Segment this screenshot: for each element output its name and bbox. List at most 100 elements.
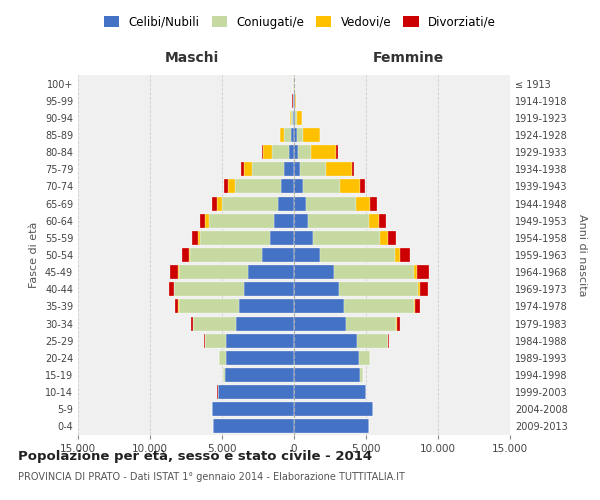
Bar (272, 145, 289, 159)
Bar (281, 180, 294, 194)
Bar (313, 231, 380, 245)
Bar (294, 94, 295, 108)
Bar (346, 316, 396, 330)
Bar (219, 351, 226, 365)
Bar (214, 420, 294, 434)
Bar (294, 368, 360, 382)
Bar (388, 334, 389, 347)
Bar (397, 316, 400, 330)
Bar (356, 196, 370, 210)
Text: Popolazione per età, sesso e stato civile - 2014: Popolazione per età, sesso e stato civil… (18, 450, 372, 463)
Bar (297, 128, 302, 142)
Bar (308, 214, 369, 228)
Bar (420, 282, 428, 296)
Bar (212, 196, 217, 210)
Bar (358, 334, 388, 347)
Bar (360, 368, 363, 382)
Bar (224, 180, 228, 194)
Bar (294, 196, 305, 210)
Bar (388, 231, 396, 245)
Bar (294, 128, 297, 142)
Bar (294, 300, 344, 314)
Y-axis label: Fasce di età: Fasce di età (29, 222, 39, 288)
Bar (320, 248, 395, 262)
Bar (222, 196, 278, 210)
Bar (280, 128, 284, 142)
Bar (175, 282, 244, 296)
Bar (175, 300, 178, 314)
Bar (179, 300, 239, 314)
Bar (344, 300, 413, 314)
Bar (369, 214, 379, 228)
Bar (248, 265, 294, 279)
Bar (295, 111, 296, 125)
Bar (294, 248, 320, 262)
Bar (228, 180, 235, 194)
Bar (294, 111, 295, 125)
Bar (400, 248, 410, 262)
Bar (296, 111, 302, 125)
Bar (300, 162, 326, 176)
Bar (205, 214, 209, 228)
Bar (212, 402, 294, 416)
Bar (190, 248, 262, 262)
Bar (200, 214, 205, 228)
Bar (294, 316, 346, 330)
Bar (302, 128, 320, 142)
Bar (305, 196, 356, 210)
Bar (395, 248, 400, 262)
Bar (209, 214, 274, 228)
Bar (191, 316, 193, 330)
Text: Femmine: Femmine (373, 51, 443, 65)
Bar (205, 334, 226, 347)
Bar (262, 248, 294, 262)
Bar (291, 111, 293, 125)
Bar (290, 111, 291, 125)
Bar (294, 180, 302, 194)
Y-axis label: Anni di nascita: Anni di nascita (577, 214, 587, 296)
Bar (235, 180, 281, 194)
Bar (360, 180, 365, 194)
Bar (302, 180, 340, 194)
Bar (413, 265, 417, 279)
Bar (244, 162, 252, 176)
Bar (263, 145, 272, 159)
Bar (244, 282, 294, 296)
Bar (179, 265, 248, 279)
Bar (236, 316, 294, 330)
Bar (225, 368, 294, 382)
Bar (293, 111, 294, 125)
Bar (294, 265, 334, 279)
Bar (198, 231, 200, 245)
Bar (380, 231, 388, 245)
Bar (294, 420, 369, 434)
Bar (262, 145, 263, 159)
Bar (293, 94, 294, 108)
Bar (226, 334, 294, 347)
Bar (294, 334, 358, 347)
Bar (294, 145, 298, 159)
Bar (370, 196, 377, 210)
Bar (204, 334, 205, 347)
Bar (170, 265, 178, 279)
Bar (178, 265, 179, 279)
Bar (294, 214, 308, 228)
Bar (226, 351, 294, 365)
Bar (340, 180, 360, 194)
Bar (169, 282, 173, 296)
Bar (294, 351, 359, 365)
Bar (294, 385, 366, 399)
Legend: Celibi/Nubili, Coniugati/e, Vedovi/e, Divorziati/e: Celibi/Nubili, Coniugati/e, Vedovi/e, Di… (99, 11, 501, 34)
Bar (284, 162, 294, 176)
Bar (269, 231, 294, 245)
Bar (338, 282, 418, 296)
Bar (193, 231, 198, 245)
Bar (379, 214, 386, 228)
Bar (189, 248, 190, 262)
Bar (352, 162, 355, 176)
Bar (294, 282, 338, 296)
Bar (182, 248, 189, 262)
Bar (311, 145, 337, 159)
Bar (274, 214, 294, 228)
Bar (217, 196, 222, 210)
